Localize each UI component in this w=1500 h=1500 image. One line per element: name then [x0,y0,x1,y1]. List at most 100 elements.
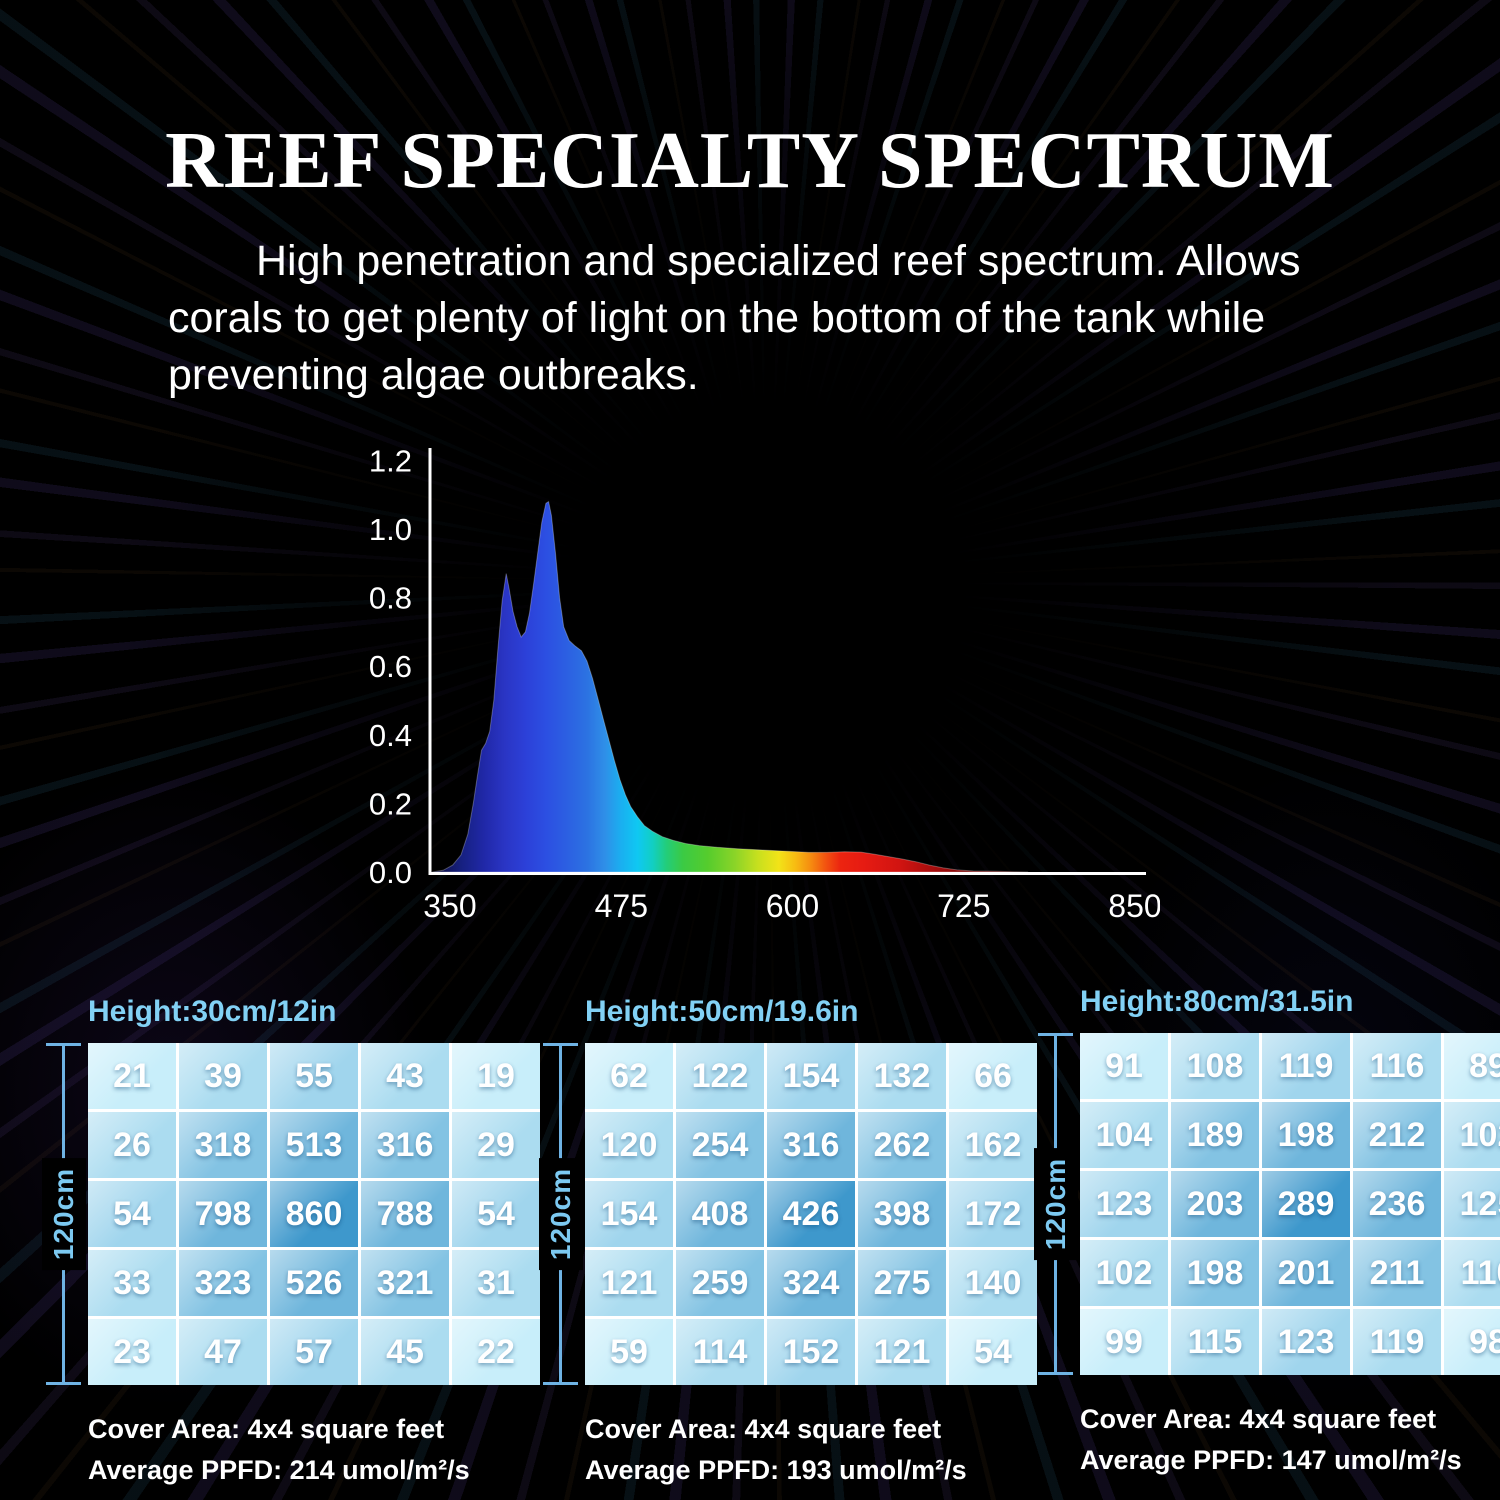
ppfd-cell: 121 [585,1250,673,1316]
average-ppfd-text: Average PPFD: 214 umol/m²/s [88,1455,470,1485]
panel-height-label: Height:80cm/31.5in [1080,985,1354,1018]
ppfd-cell: 110 [1444,1240,1500,1306]
spectrum-area [432,500,1029,873]
ppfd-cell: 408 [676,1181,764,1247]
ppfd-cell: 152 [767,1319,855,1385]
ppfd-cell: 211 [1353,1240,1441,1306]
ppfd-cell: 860 [270,1181,358,1247]
ppfd-cell: 154 [585,1181,673,1247]
ppfd-cell: 162 [949,1112,1037,1178]
average-ppfd-text: Average PPFD: 193 umol/m²/s [585,1455,967,1485]
ppfd-cell: 54 [88,1181,176,1247]
ppfd-cell: 513 [270,1112,358,1178]
ppfd-panel-50cm: Height:50cm/19.6in 120cm 62 122 154 132 66 12… [539,995,1037,1491]
ppfd-cell: 788 [361,1181,449,1247]
dimension-label: 120cm [1034,1147,1078,1261]
cover-area-text: Cover Area: 4x4 square feet [585,1414,942,1444]
ppfd-cell: 89 [1444,1033,1500,1099]
panel-caption: Cover Area: 4x4 square feet Average PPFD… [585,1409,1001,1491]
panel-body: 120cm 62 122 154 132 66 120 254 316 262 162 154 408… [539,1043,1037,1385]
ppfd-cell: 323 [179,1250,267,1316]
ppfd-cell: 91 [1080,1033,1168,1099]
ppfd-cell: 57 [270,1319,358,1385]
ppfd-cell: 26 [88,1112,176,1178]
ppfd-cell: 43 [361,1043,449,1109]
spectrum-chart: 0.0 0.2 0.4 0.6 0.8 1.0 1.2 350 475 600 725 850 [369,443,1160,924]
ppfd-cell: 120 [585,1112,673,1178]
ppfd-cell: 45 [361,1319,449,1385]
ppfd-cell: 33 [88,1250,176,1316]
panel-height-label: Height:50cm/19.6in [585,995,859,1028]
ppfd-cell: 54 [452,1181,540,1247]
ppfd-cell: 321 [361,1250,449,1316]
x-tick-label: 350 [423,888,476,924]
ppfd-cell: 316 [361,1112,449,1178]
ppfd-cell: 23 [88,1319,176,1385]
dimension-indicator: 120cm [42,1043,86,1385]
ppfd-cell: 21 [88,1043,176,1109]
panel-body: 120cm 21 39 55 43 19 26 318 513 316 29 54 798 860 788… [42,1043,540,1385]
panel-body: 120cm 9110811911689104189198212102123203… [1034,1033,1500,1375]
ppfd-cell: 22 [452,1319,540,1385]
x-tick-label: 475 [595,888,648,924]
ppfd-cell: 104 [1080,1102,1168,1168]
y-tick-label: 0.6 [369,649,412,684]
ppfd-cell: 125 [1444,1171,1500,1237]
panel-caption: Cover Area: 4x4 square feet Average PPFD… [88,1409,504,1491]
ppfd-cell: 121 [858,1319,946,1385]
ppfd-cell: 102 [1444,1102,1500,1168]
ppfd-panel-30cm: Height:30cm/12in 120cm 21 39 55 43 19 26 318 51… [42,995,540,1491]
ppfd-cell: 203 [1171,1171,1259,1237]
cover-area-text: Cover Area: 4x4 square feet [1080,1404,1437,1434]
y-tick-label: 1.0 [369,512,412,547]
ppfd-panels: Height:30cm/12in 120cm 21 39 55 43 19 26 318 51… [0,985,1500,1500]
ppfd-grid: 62 122 154 132 66 120 254 316 262 162 154 408 426 398… [585,1043,1037,1385]
ppfd-cell: 116 [1353,1033,1441,1099]
panel-caption: Cover Area: 4x4 square feet Average PPFD… [1080,1399,1496,1481]
panel-height-label: Height:30cm/12in [88,995,337,1028]
ppfd-cell: 59 [585,1319,673,1385]
ppfd-cell: 119 [1353,1309,1441,1375]
page-subtitle: High penetration and specialized reef sp… [168,237,1301,399]
y-tick-label: 0.8 [369,581,412,616]
ppfd-cell: 31 [452,1250,540,1316]
ppfd-cell: 123 [1080,1171,1168,1237]
y-tick-label: 0.0 [369,855,412,890]
ppfd-cell: 316 [767,1112,855,1178]
ppfd-cell: 119 [1262,1033,1350,1099]
ppfd-cell: 55 [270,1043,358,1109]
ppfd-cell: 289 [1262,1171,1350,1237]
ppfd-cell: 29 [452,1112,540,1178]
cover-area-text: Cover Area: 4x4 square feet [88,1414,445,1444]
ppfd-cell: 99 [1080,1309,1168,1375]
dimension-label: 120cm [539,1157,583,1271]
ppfd-cell: 254 [676,1112,764,1178]
ppfd-cell: 140 [949,1250,1037,1316]
ppfd-cell: 398 [858,1181,946,1247]
ppfd-grid: 21 39 55 43 19 26 318 513 316 29 54 798 860 788 54 33 32… [88,1043,540,1385]
ppfd-cell: 108 [1171,1033,1259,1099]
ppfd-cell: 39 [179,1043,267,1109]
page-title: REEF SPECIALTY SPECTRUM [165,117,1335,205]
y-tick-label: 0.4 [369,718,412,753]
ppfd-cell: 426 [767,1181,855,1247]
ppfd-cell: 122 [676,1043,764,1109]
ppfd-cell: 172 [949,1181,1037,1247]
y-tick-label: 1.2 [369,443,412,478]
ppfd-cell: 47 [179,1319,267,1385]
ppfd-cell: 198 [1262,1102,1350,1168]
ppfd-cell: 236 [1353,1171,1441,1237]
ppfd-cell: 114 [676,1319,764,1385]
ppfd-cell: 189 [1171,1102,1259,1168]
ppfd-cell: 132 [858,1043,946,1109]
ppfd-cell: 66 [949,1043,1037,1109]
ppfd-cell: 198 [1171,1240,1259,1306]
x-tick-label: 600 [766,888,819,924]
ppfd-cell: 19 [452,1043,540,1109]
dimension-indicator: 120cm [1034,1033,1078,1375]
ppfd-cell: 259 [676,1250,764,1316]
average-ppfd-text: Average PPFD: 147 umol/m²/s [1080,1445,1462,1475]
ppfd-cell: 526 [270,1250,358,1316]
ppfd-cell: 102 [1080,1240,1168,1306]
